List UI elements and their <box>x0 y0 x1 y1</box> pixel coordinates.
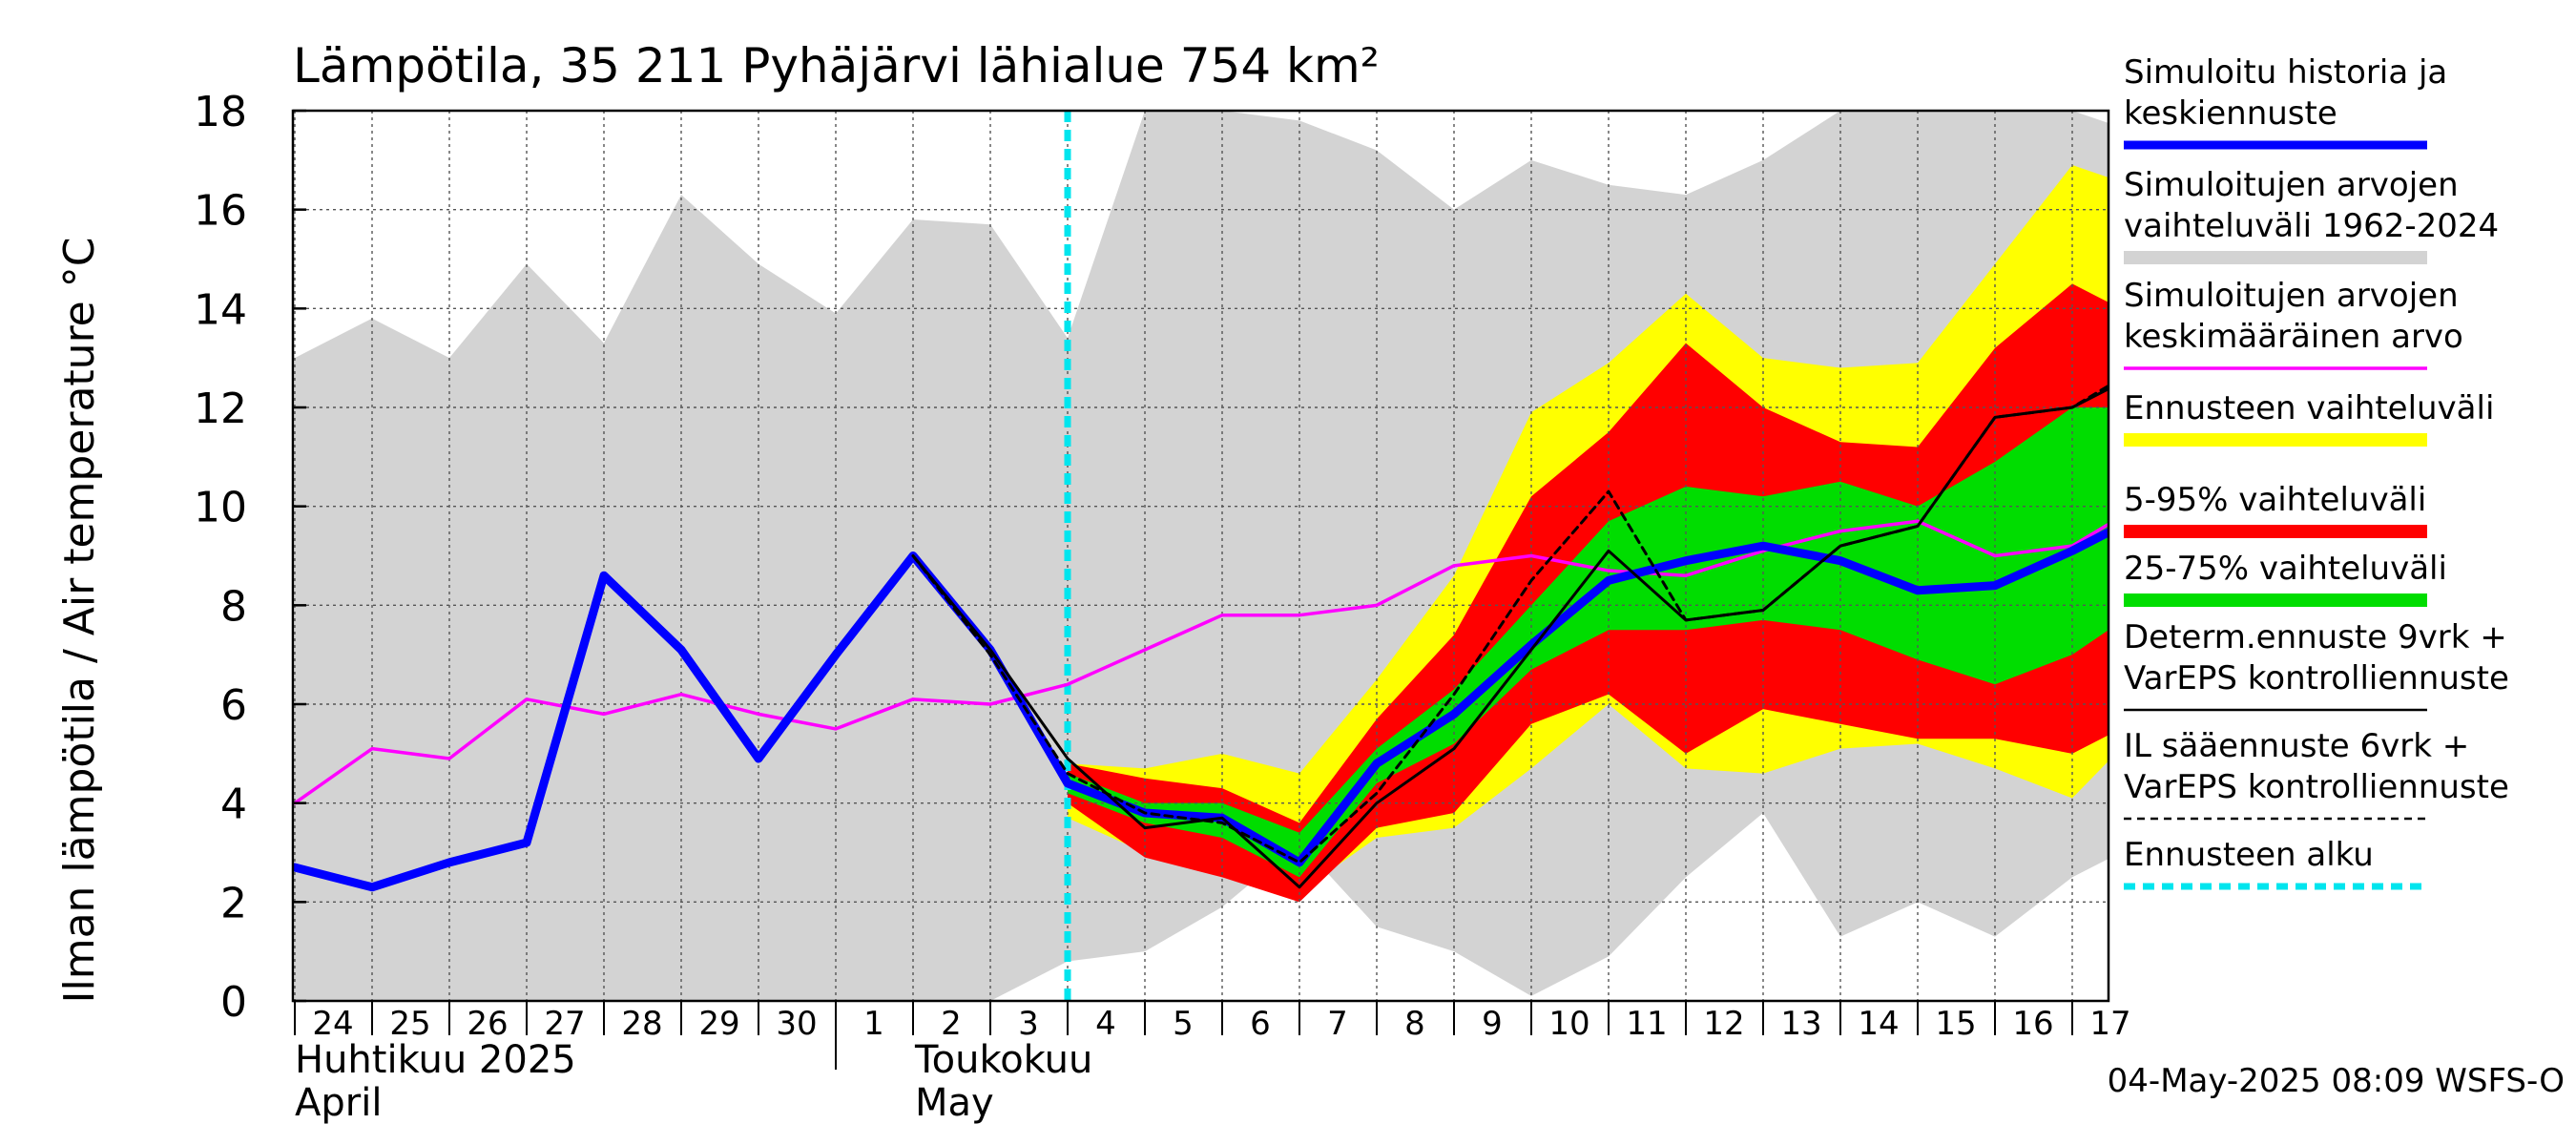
mean-series-line <box>293 519 2109 805</box>
p25-75-band <box>1068 407 2109 878</box>
x-tick-label: 12 <box>1703 1005 1744 1043</box>
timestamp: 04-May-2025 08:09 WSFS-O <box>2108 1062 2565 1100</box>
y-tick-label: 18 <box>194 88 247 136</box>
legend-label: VarEPS kontrolliennuste <box>2124 659 2509 697</box>
legend-label: Ennusteen vaihteluväli <box>2124 389 2494 427</box>
legend-label: keskimääräinen arvo <box>2124 318 2463 356</box>
x-tick-label: 25 <box>389 1005 430 1043</box>
legend-label: Simuloitujen arvojen <box>2124 277 2459 315</box>
month-label-en: April <box>295 1081 382 1125</box>
month-label-fi: Toukokuu <box>914 1038 1092 1082</box>
legend-label: 5-95% vaihteluväli <box>2124 481 2426 519</box>
x-tick-label: 6 <box>1250 1005 1271 1043</box>
x-tick-label: 11 <box>1626 1005 1667 1043</box>
y-tick-label: 14 <box>194 285 247 334</box>
il-forecast-series-line <box>911 384 2109 864</box>
x-tick-label: 15 <box>1935 1005 1976 1043</box>
legend-label: Determ.ennuste 9vrk + <box>2124 618 2507 656</box>
y-axis-label: Ilman lämpötila / Air temperature °C <box>55 238 104 1004</box>
legend-label: 25-75% vaihteluväli <box>2124 550 2447 588</box>
x-tick-label: 8 <box>1404 1005 1425 1043</box>
series-layer <box>293 384 2109 892</box>
x-tick-label: 2 <box>941 1005 962 1043</box>
x-tick-label: 3 <box>1018 1005 1039 1043</box>
x-tick-label: 29 <box>698 1005 739 1043</box>
x-tick-label: 24 <box>312 1005 353 1043</box>
grid-layer <box>293 110 2109 1002</box>
legend-label: IL sääennuste 6vrk + <box>2124 727 2469 765</box>
x-tick-label: 26 <box>467 1005 508 1043</box>
x-tick-label: 5 <box>1173 1005 1194 1043</box>
month-label-en: May <box>915 1081 994 1125</box>
y-tick-label: 8 <box>220 582 247 631</box>
legend-label: VarEPS kontrolliennuste <box>2124 768 2509 806</box>
x-tick-label: 1 <box>863 1005 884 1043</box>
x-tick-label: 30 <box>776 1005 817 1043</box>
legend-label: Simuloitu historia ja <box>2124 53 2447 92</box>
x-tick-label: 14 <box>1858 1005 1899 1043</box>
x-tick-label: 27 <box>544 1005 585 1043</box>
chart-title: Lämpötila, 35 211 Pyhäjärvi lähialue 754… <box>293 38 1380 94</box>
y-tick-label: 10 <box>194 484 247 532</box>
x-tick-label: 17 <box>2089 1005 2130 1043</box>
y-tick-label: 6 <box>220 681 247 730</box>
legend-label: keskiennuste <box>2124 94 2337 133</box>
x-tick-label: 13 <box>1780 1005 1821 1043</box>
y-tick-label: 0 <box>220 978 247 1027</box>
legend-label: vaihteluväli 1962-2024 <box>2124 207 2499 245</box>
month-label-fi: Huhtikuu 2025 <box>295 1038 576 1082</box>
x-tick-label: 10 <box>1548 1005 1589 1043</box>
y-tick-label: 4 <box>220 781 247 829</box>
x-tick-label: 16 <box>2012 1005 2053 1043</box>
y-tick-label: 12 <box>194 385 247 433</box>
x-tick-label: 7 <box>1327 1005 1348 1043</box>
legend-label: Simuloitujen arvojen <box>2124 166 2459 204</box>
plot-frame <box>291 109 2110 1003</box>
bands-layer <box>295 111 2109 1001</box>
x-tick-label: 9 <box>1482 1005 1503 1043</box>
x-tick-label: 28 <box>621 1005 662 1043</box>
legend-label: Ennusteen alku <box>2124 836 2374 874</box>
y-tick-label: 16 <box>194 187 247 236</box>
x-tick-label: 4 <box>1095 1005 1116 1043</box>
y-tick-label: 2 <box>220 879 247 927</box>
